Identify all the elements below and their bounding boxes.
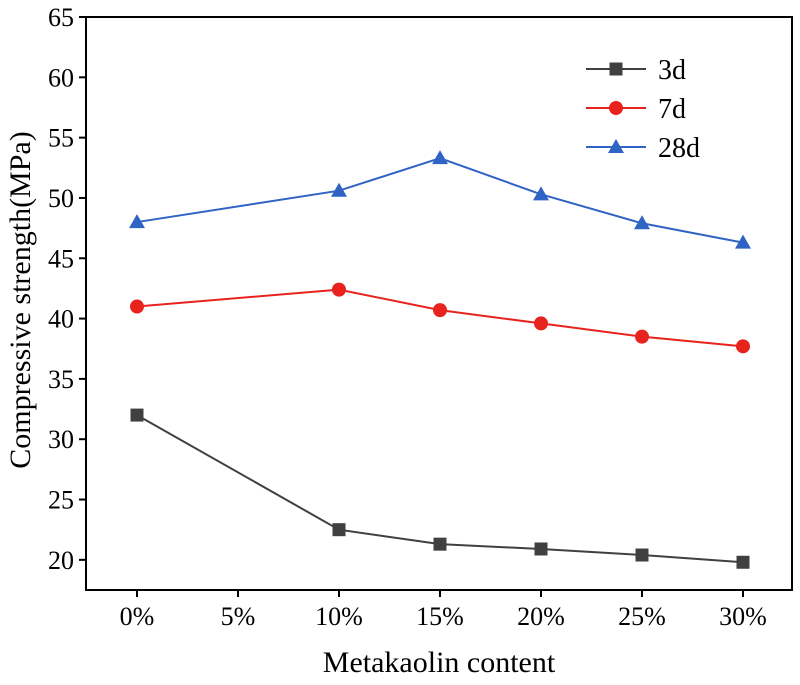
legend-item-28d: 28d xyxy=(586,133,700,164)
x-tick-label: 5% xyxy=(221,602,256,631)
y-tick-label: 50 xyxy=(48,184,74,213)
axis-ticks: 20 25 30 35 40 45 50 55 60 65 0% 5% 10% 15% 20% 25% 30% xyxy=(48,3,767,631)
x-tick-label: 25% xyxy=(618,602,666,631)
data-point-7d xyxy=(534,316,548,331)
data-point-28d xyxy=(634,215,650,230)
data-point-3d xyxy=(534,542,548,556)
data-point-7d xyxy=(332,282,346,297)
legend-item-3d: 3d xyxy=(586,55,686,86)
data-point-28d xyxy=(533,186,549,201)
y-tick-label: 25 xyxy=(48,486,74,515)
legend-item-7d: 7d xyxy=(586,94,686,125)
legend: 3d 7d 28d xyxy=(586,55,700,164)
y-axis-label: Compressive strength(MPa) xyxy=(4,131,37,468)
data-point-28d xyxy=(735,234,751,249)
y-tick-label: 30 xyxy=(48,425,74,454)
x-tick-label: 20% xyxy=(517,602,565,631)
data-point-3d xyxy=(130,408,144,422)
data-point-7d xyxy=(635,329,649,344)
y-tick-label: 60 xyxy=(48,63,74,92)
legend-label: 3d xyxy=(658,55,686,86)
legend-marker-28d xyxy=(608,139,624,153)
data-point-3d xyxy=(635,548,649,562)
y-tick-label: 65 xyxy=(48,3,74,32)
y-tick-label: 20 xyxy=(48,546,74,575)
series-7d xyxy=(130,282,750,354)
series-line-28d xyxy=(136,157,744,244)
series-line-7d xyxy=(136,288,744,348)
y-tick-label: 40 xyxy=(48,305,74,334)
data-point-3d xyxy=(736,555,750,569)
data-point-28d xyxy=(432,150,448,165)
y-tick-label: 55 xyxy=(48,124,74,153)
data-point-7d xyxy=(433,303,447,318)
data-point-28d xyxy=(129,214,145,229)
x-tick-label: 15% xyxy=(416,602,464,631)
data-point-28d xyxy=(331,182,347,197)
y-tick-label: 45 xyxy=(48,244,74,273)
legend-label: 7d xyxy=(658,94,686,125)
x-axis-label: Metakaolin content xyxy=(323,646,556,679)
data-point-7d xyxy=(736,339,750,354)
legend-marker-7d xyxy=(609,101,623,115)
x-tick-label: 0% xyxy=(120,602,155,631)
legend-marker-3d xyxy=(609,62,623,76)
series-line-3d xyxy=(136,414,744,564)
series-3d xyxy=(130,408,750,569)
data-point-7d xyxy=(130,299,144,314)
x-tick-label: 10% xyxy=(315,602,363,631)
data-point-3d xyxy=(332,523,346,537)
x-tick-label: 30% xyxy=(719,602,767,631)
data-point-3d xyxy=(433,537,447,551)
series-28d xyxy=(129,150,751,249)
legend-label: 28d xyxy=(658,133,700,164)
y-tick-label: 35 xyxy=(48,365,74,394)
series-layer xyxy=(129,150,751,569)
